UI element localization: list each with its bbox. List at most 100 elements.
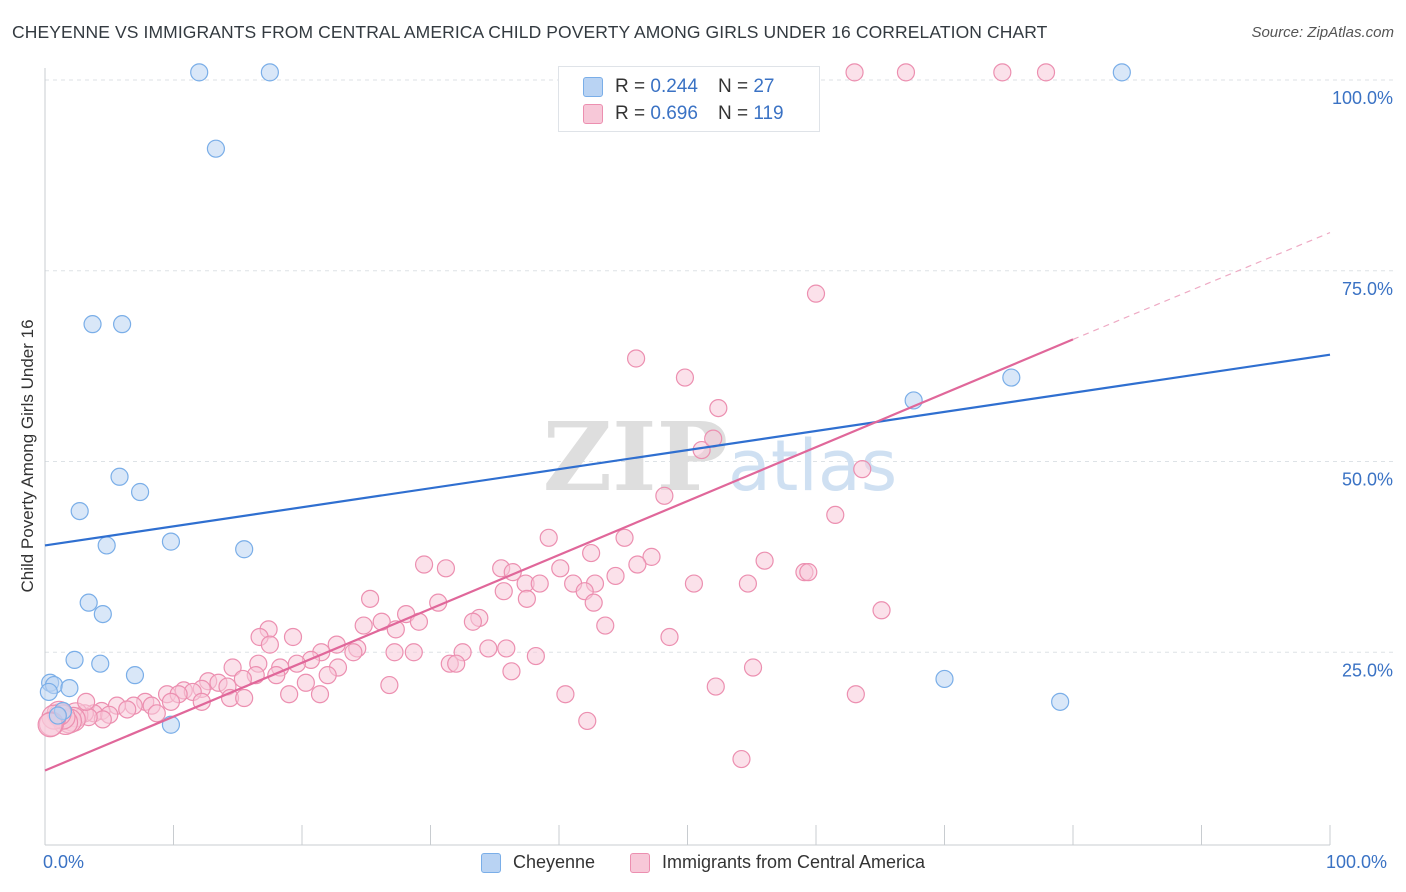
immigrants-point — [310, 685, 330, 704]
immigrants-point — [596, 616, 615, 635]
legend-row-immigrants: R = 0.696 N = 119 — [583, 102, 784, 126]
immigrants-n-value: 119 — [753, 103, 784, 124]
immigrants-point — [283, 627, 303, 647]
immigrants-legend-swatch — [630, 852, 650, 873]
immigrants-point — [414, 555, 434, 574]
immigrants-point — [642, 547, 661, 566]
immigrants-point — [709, 398, 728, 418]
n-label: N = — [717, 76, 749, 97]
immigrants-r-value: 0.696 — [650, 103, 698, 124]
immigrants-point — [447, 654, 466, 673]
immigrants-point — [738, 574, 757, 593]
cheyenne-point — [65, 650, 84, 669]
immigrants-point — [1036, 63, 1056, 82]
immigrants-point — [517, 589, 536, 608]
immigrants-point — [497, 639, 516, 658]
immigrants-point — [344, 643, 363, 662]
immigrants-point — [993, 63, 1012, 82]
immigrants-point — [655, 486, 674, 505]
grid-layer — [45, 79, 1395, 653]
immigrants-point — [287, 654, 306, 673]
watermark-atlas: atlas — [728, 425, 897, 507]
cheyenne-point — [39, 682, 58, 702]
immigrants-trend-line — [44, 338, 1074, 772]
cheyenne-point — [1112, 63, 1131, 82]
cheyenne-point — [110, 467, 129, 486]
cheyenne-point — [91, 654, 110, 673]
immigrants-point — [806, 284, 826, 303]
immigrants-point — [235, 688, 254, 708]
immigrants-point — [845, 63, 864, 82]
immigrants-point — [77, 692, 96, 711]
y-tick-label: 25.0% — [1342, 660, 1393, 680]
immigrants-point — [318, 666, 337, 685]
legend-item-immigrants[interactable]: Immigrants from Central America — [630, 852, 925, 873]
immigrants-point — [732, 749, 751, 769]
stats-legend: R = 0.244 N = 27 R = 0.696 N = 119 — [558, 66, 820, 132]
immigrants-point — [660, 627, 679, 647]
immigrants-point — [436, 559, 456, 578]
immigrants-point — [502, 662, 521, 681]
immigrants-point — [584, 593, 603, 612]
cheyenne-point — [70, 501, 89, 521]
immigrants-point — [615, 528, 634, 547]
cheyenne-r-value: 0.244 — [650, 76, 698, 97]
immigrants-point — [556, 685, 575, 704]
immigrants-point — [578, 711, 597, 731]
y-tick-label: 75.0% — [1342, 279, 1393, 299]
immigrants-point — [826, 505, 845, 525]
immigrants-point — [479, 639, 498, 658]
r-label: R = — [615, 103, 646, 124]
cheyenne-legend-label: Cheyenne — [513, 852, 596, 872]
immigrants-trend-extension — [1072, 232, 1331, 340]
cheyenne-point — [79, 593, 98, 612]
chart-title: CHEYENNE VS IMMIGRANTS FROM CENTRAL AMER… — [12, 22, 1048, 42]
immigrants-point — [706, 677, 725, 696]
r-label: R = — [615, 76, 646, 97]
cheyenne-point — [190, 63, 209, 82]
immigrants-point — [539, 528, 558, 547]
cheyenne-point — [48, 706, 67, 725]
cheyenne-swatch — [583, 77, 603, 97]
cheyenne-point — [260, 63, 279, 82]
cheyenne-point — [97, 536, 116, 555]
cheyenne-point — [130, 482, 150, 502]
immigrants-point — [354, 616, 373, 635]
immigrants-point — [530, 574, 549, 593]
immigrants-point — [628, 555, 647, 574]
immigrants-point — [526, 646, 545, 666]
y-tick-label: 50.0% — [1342, 470, 1393, 490]
immigrants-point — [404, 643, 423, 662]
cheyenne-point — [83, 315, 102, 334]
x-tick-min: 0.0% — [43, 852, 85, 872]
cheyenne-point — [93, 604, 112, 624]
immigrants-point — [463, 612, 483, 631]
immigrants-point — [853, 460, 872, 479]
immigrants-point — [380, 675, 399, 695]
cheyenne-point — [112, 315, 132, 334]
cheyenne-point — [60, 679, 79, 698]
immigrants-point — [684, 574, 704, 593]
cheyenne-n-value: 27 — [753, 76, 775, 97]
immigrants-point — [280, 685, 299, 704]
cheyenne-point — [235, 540, 254, 559]
immigrants-point — [743, 658, 763, 677]
immigrants-point — [385, 643, 404, 662]
cheyenne-point — [935, 669, 954, 689]
x-tick-max: 100.0% — [1326, 852, 1388, 872]
trend-lines — [44, 232, 1331, 772]
legend-item-cheyenne[interactable]: Cheyenne — [481, 852, 595, 873]
y-tick-label: 100.0% — [1332, 88, 1393, 108]
immigrants-point — [872, 601, 891, 620]
immigrants-point — [799, 563, 818, 582]
immigrants-legend-label: Immigrants from Central America — [662, 852, 926, 872]
immigrants-point — [755, 551, 774, 570]
n-label: N = — [717, 103, 749, 124]
immigrants-point — [494, 582, 513, 601]
watermark: ZIPatlas — [543, 402, 897, 513]
immigrants-point — [582, 543, 601, 563]
immigrants-point — [260, 635, 279, 654]
y-tick-labels: 100.0% 75.0% 50.0% 25.0% — [1332, 88, 1393, 680]
immigrants-point — [118, 700, 137, 719]
